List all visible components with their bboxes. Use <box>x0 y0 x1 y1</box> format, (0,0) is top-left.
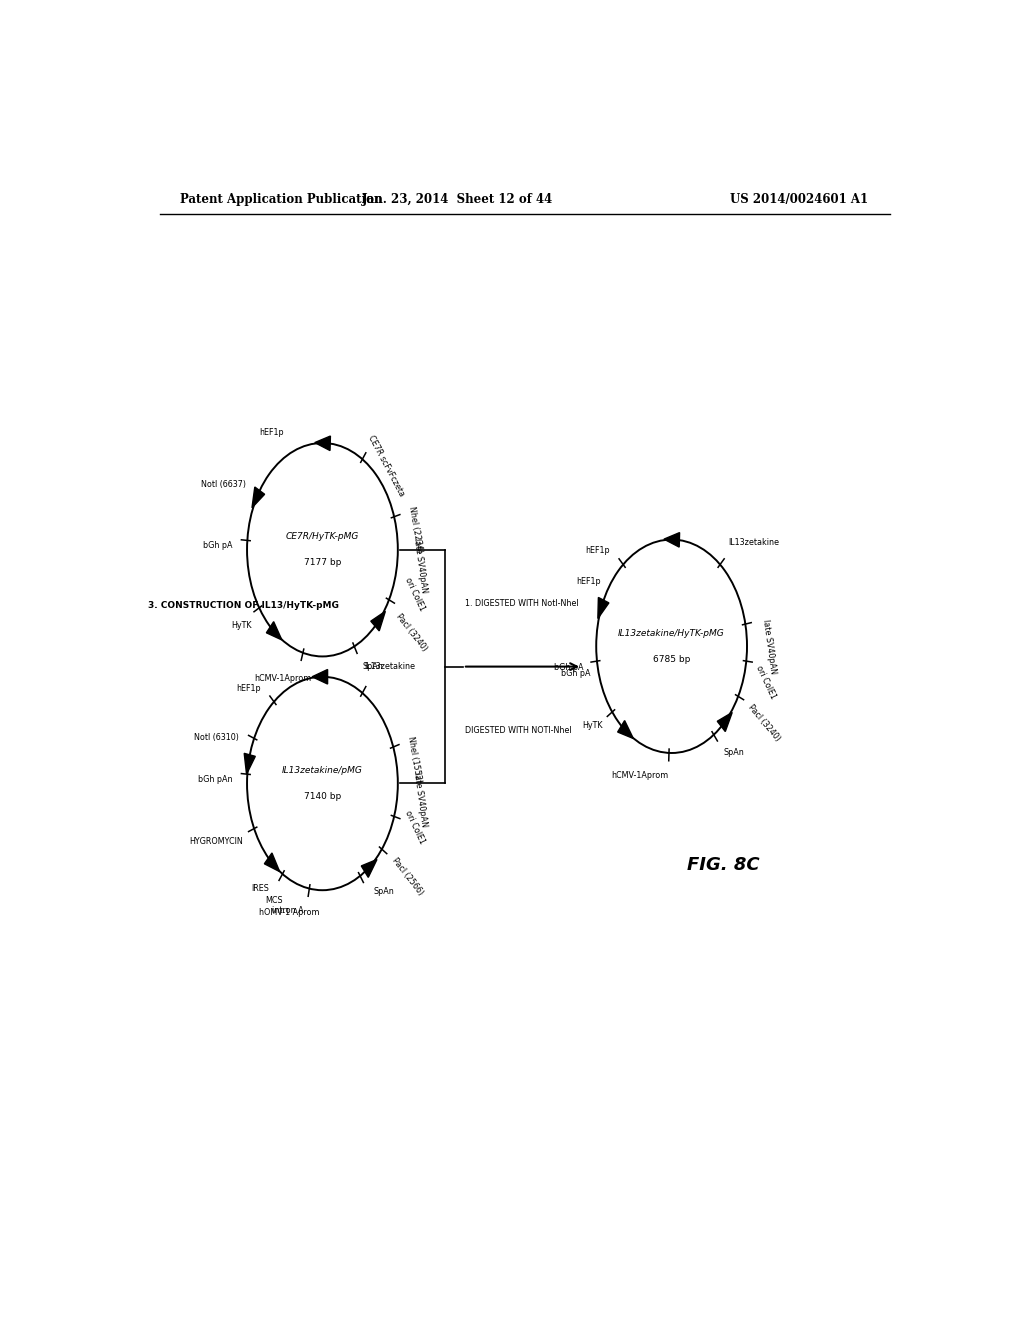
Polygon shape <box>361 859 377 878</box>
Text: IL13zetakine: IL13zetakine <box>365 661 416 671</box>
Polygon shape <box>664 532 680 546</box>
Text: ori CoIE1: ori CoIE1 <box>403 809 427 846</box>
Text: 7177 bp: 7177 bp <box>304 558 341 568</box>
Text: SpAn: SpAn <box>373 887 394 896</box>
Polygon shape <box>266 622 282 640</box>
Text: SpAn: SpAn <box>362 661 383 671</box>
Text: hOMV-1 Aprom: hOMV-1 Aprom <box>259 908 319 917</box>
Text: hEF1p: hEF1p <box>586 546 610 556</box>
Text: 7140 bp: 7140 bp <box>304 792 341 801</box>
Text: PacI (3240): PacI (3240) <box>394 612 429 653</box>
Text: PacI (3240): PacI (3240) <box>746 704 782 743</box>
Text: Patent Application Publication: Patent Application Publication <box>179 193 382 206</box>
Text: hCMV-1Aprom: hCMV-1Aprom <box>611 771 669 780</box>
Text: NheI (2234): NheI (2234) <box>407 506 424 554</box>
Text: NotI (6310): NotI (6310) <box>195 733 240 742</box>
Text: NotI (6637): NotI (6637) <box>201 479 246 488</box>
Text: bGh pAn: bGh pAn <box>199 775 232 784</box>
Text: IL13zetakine/HyTK-pMG: IL13zetakine/HyTK-pMG <box>618 628 725 638</box>
Text: late SV40pAN: late SV40pAN <box>412 537 428 594</box>
Text: hEF1p: hEF1p <box>259 428 284 437</box>
Text: ori CoIE1: ori CoIE1 <box>403 576 427 612</box>
Text: CE7R scFvFczeta: CE7R scFvFczeta <box>366 434 406 498</box>
Text: hEF1p: hEF1p <box>575 577 600 586</box>
Text: HYGROMYCIN: HYGROMYCIN <box>189 837 243 846</box>
Text: PacI (2566): PacI (2566) <box>390 855 425 896</box>
Text: late SV40pAN: late SV40pAN <box>761 619 777 675</box>
Text: 1. DIGESTED WITH NotI-NheI: 1. DIGESTED WITH NotI-NheI <box>465 598 579 607</box>
Text: hEF1p: hEF1p <box>237 684 261 693</box>
Text: Jan. 23, 2014  Sheet 12 of 44: Jan. 23, 2014 Sheet 12 of 44 <box>361 193 553 206</box>
Text: bGh pA: bGh pA <box>561 669 591 678</box>
Text: hCMV-1Aprom: hCMV-1Aprom <box>254 673 311 682</box>
Text: late SV40pAN: late SV40pAN <box>412 771 428 828</box>
Text: CE7R/HyTK-pMG: CE7R/HyTK-pMG <box>286 532 359 541</box>
Polygon shape <box>244 754 255 775</box>
Text: IL13zetakine/pMG: IL13zetakine/pMG <box>282 766 362 775</box>
Text: NheI (1552): NheI (1552) <box>406 735 423 784</box>
Text: SpAn: SpAn <box>724 748 744 758</box>
Polygon shape <box>598 598 609 619</box>
Text: IL13zetakine: IL13zetakine <box>728 537 779 546</box>
Text: 3. CONSTRUCTION OF IL13/HyTK-pMG: 3. CONSTRUCTION OF IL13/HyTK-pMG <box>147 601 339 610</box>
Polygon shape <box>252 487 264 508</box>
Text: DIGESTED WITH NOTI-NheI: DIGESTED WITH NOTI-NheI <box>465 726 572 735</box>
Polygon shape <box>314 436 331 450</box>
Text: bGh pA: bGh pA <box>554 663 584 672</box>
Polygon shape <box>312 669 328 684</box>
Text: ori CoIE1: ori CoIE1 <box>754 664 777 700</box>
Text: MCS: MCS <box>265 895 283 904</box>
Polygon shape <box>264 853 280 871</box>
Text: HyTK: HyTK <box>582 722 602 730</box>
Text: US 2014/0024601 A1: US 2014/0024601 A1 <box>729 193 867 206</box>
Text: FIG. 8C: FIG. 8C <box>687 855 760 874</box>
Text: IRES: IRES <box>251 884 269 894</box>
Polygon shape <box>717 713 732 731</box>
Text: HyTK: HyTK <box>230 622 251 631</box>
Text: bGh pA: bGh pA <box>204 541 232 550</box>
Text: intron A: intron A <box>271 906 303 915</box>
Polygon shape <box>617 721 633 738</box>
Polygon shape <box>371 611 385 631</box>
Text: 6785 bp: 6785 bp <box>653 655 690 664</box>
